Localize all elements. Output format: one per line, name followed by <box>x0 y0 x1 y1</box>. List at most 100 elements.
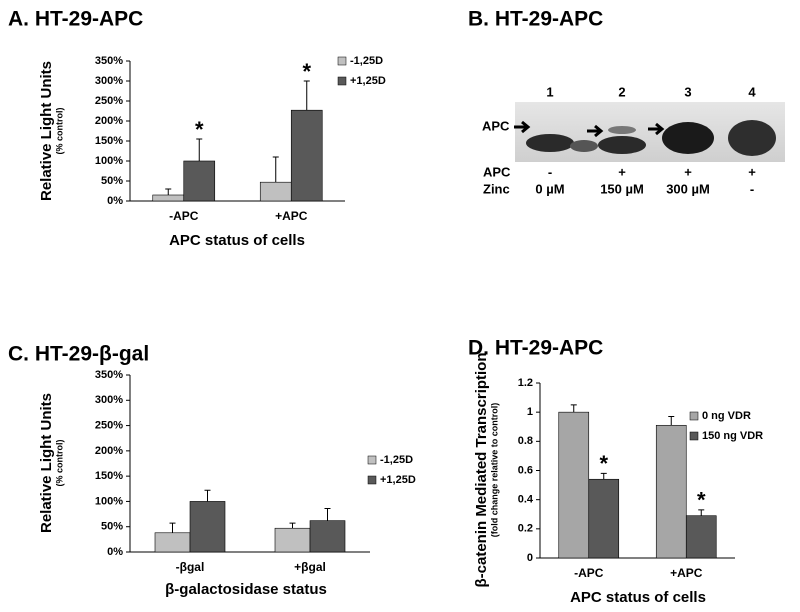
legend-label: -1,25D <box>350 55 383 67</box>
y-tick-label: 350% <box>95 369 123 381</box>
bar <box>309 520 346 553</box>
y-axis-note: (% control) <box>54 108 64 155</box>
x-tick-label: -βgal <box>176 560 205 574</box>
chart-title: C. HT-29-β-gal <box>8 343 149 366</box>
lane-number: 4 <box>748 84 756 99</box>
row-label: Zinc <box>483 181 510 196</box>
legend-label: -1,25D <box>380 454 413 466</box>
x-tick-label: +APC <box>670 566 703 580</box>
y-tick-label: 350% <box>95 55 123 67</box>
error-bar <box>289 522 296 529</box>
significance-mark: * <box>302 59 311 84</box>
error-bar <box>204 489 211 502</box>
arrow <box>514 120 531 134</box>
y-tick-label: 250% <box>95 419 123 431</box>
row-cell: 150 µM <box>600 181 644 196</box>
y-tick-label: 0.6 <box>518 464 533 476</box>
row-cell: - <box>750 181 754 196</box>
x-tick-label: +APC <box>275 209 308 223</box>
error-bar <box>600 472 607 480</box>
legend-label: 0 ng VDR <box>702 410 751 422</box>
bar <box>558 411 590 559</box>
blot-band <box>570 140 598 152</box>
y-tick-label: 1.2 <box>518 377 533 389</box>
y-tick-label: 0.2 <box>518 523 533 535</box>
error-bar <box>570 404 577 413</box>
row-cell: + <box>618 164 626 179</box>
y-tick-label: 0.8 <box>518 435 533 447</box>
y-tick-label: 50% <box>101 521 123 533</box>
blot-panel: B. HT-29-APC 1 2 3 4 APC APC - + + + Zin… <box>468 8 785 196</box>
bar <box>183 160 216 202</box>
bar <box>588 478 620 559</box>
lane-number: 2 <box>618 84 625 99</box>
legend-swatch <box>689 411 699 421</box>
y-tick-label: 1 <box>527 406 533 418</box>
y-tick-label: 100% <box>95 495 123 507</box>
error-bar <box>303 80 310 111</box>
legend-swatch <box>337 56 347 66</box>
y-tick-label: 200% <box>95 115 123 127</box>
error-bar <box>668 416 675 426</box>
significance-mark: * <box>195 117 204 142</box>
y-tick-label: 150% <box>95 135 123 147</box>
arrow <box>648 122 665 136</box>
row-label: APC <box>483 164 511 179</box>
x-axis-label: β-galactosidase status <box>165 581 327 598</box>
bar <box>259 181 292 202</box>
bar <box>655 424 687 559</box>
x-axis-label: APC status of cells <box>570 589 706 606</box>
bar <box>154 532 191 553</box>
x-tick-label: +βgal <box>294 560 326 574</box>
blot-band <box>598 136 646 154</box>
bar <box>189 501 226 553</box>
error-bar <box>169 522 176 533</box>
y-axis-label: Relative Light Units <box>38 61 55 201</box>
row-cell: + <box>684 164 692 179</box>
bar <box>274 527 311 553</box>
y-tick-label: 0% <box>107 195 123 207</box>
y-axis-note: (% control) <box>54 440 64 487</box>
x-tick-label: -APC <box>169 209 199 223</box>
y-tick-label: 300% <box>95 394 123 406</box>
error-bar <box>272 156 279 183</box>
legend-swatch <box>689 431 699 441</box>
bar <box>685 515 717 559</box>
error-bar <box>324 508 331 521</box>
y-tick-label: 0.4 <box>518 494 534 506</box>
arrow <box>587 124 604 138</box>
legend-label: +1,25D <box>380 474 416 486</box>
legend-swatch <box>367 455 377 465</box>
y-tick-label: 200% <box>95 445 123 457</box>
row-cell: 300 µM <box>666 181 710 196</box>
chart-title: A. HT-29-APC <box>8 8 143 31</box>
blot-band <box>728 120 776 156</box>
chart-title: D. HT-29-APC <box>468 337 603 360</box>
legend-label: 150 ng VDR <box>702 430 763 442</box>
blot-band <box>526 134 574 152</box>
x-axis-label: APC status of cells <box>169 232 305 249</box>
bar <box>290 109 323 202</box>
blot-band <box>608 126 636 134</box>
y-axis-note: (fold change relative to control) <box>489 403 499 538</box>
y-tick-label: 100% <box>95 155 123 167</box>
y-tick-label: 250% <box>95 95 123 107</box>
y-tick-label: 50% <box>101 175 123 187</box>
significance-mark: * <box>697 488 706 513</box>
row-cell: + <box>748 164 756 179</box>
row-cell: - <box>548 164 552 179</box>
legend-swatch <box>337 76 347 86</box>
blot-band <box>662 122 714 154</box>
blot-title: B. HT-29-APC <box>468 8 603 31</box>
band-label: APC <box>482 118 510 133</box>
legend-label: +1,25D <box>350 75 386 87</box>
error-bar <box>698 509 705 516</box>
y-axis-label: β-catenin Mediated Transcription <box>473 352 490 587</box>
y-tick-label: 150% <box>95 470 123 482</box>
x-tick-label: -APC <box>574 566 604 580</box>
row-cell: 0 µM <box>535 181 564 196</box>
lane-number: 3 <box>684 84 691 99</box>
y-tick-label: 0% <box>107 546 123 558</box>
error-bar <box>196 138 203 161</box>
